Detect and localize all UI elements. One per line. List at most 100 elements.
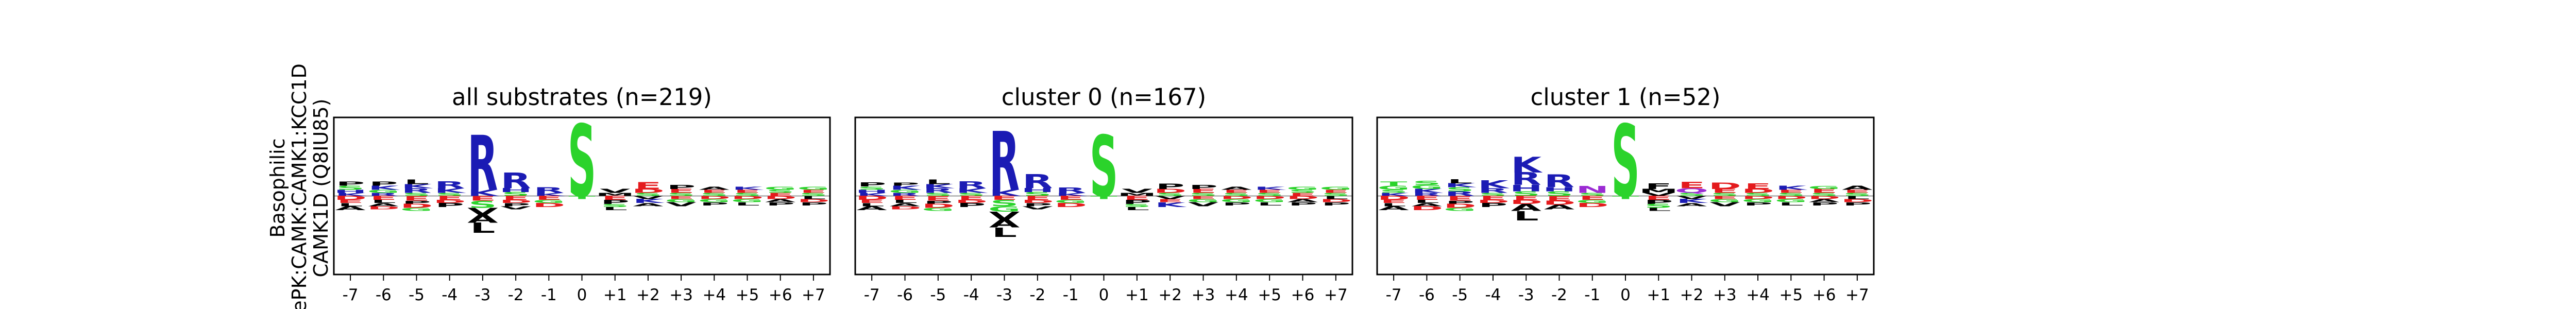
logo-letter-D-pos-m2: D bbox=[1543, 200, 1576, 206]
logo-letter-D-pos-m6: D bbox=[367, 205, 400, 211]
logo-letter-E-pos-p7: E bbox=[1844, 189, 1871, 194]
logo-letter-S-pos-p4: S bbox=[700, 192, 728, 197]
logo-letter-S-pos-m3: S bbox=[1512, 190, 1540, 198]
logo-letter-S-pos-p7: S bbox=[1843, 192, 1871, 197]
logo-letter-L-pos-p5: L bbox=[1778, 201, 1804, 207]
logo-letter-G-pos-m7: G bbox=[1378, 185, 1410, 191]
logo-letter-E-pos-m3: E bbox=[469, 195, 496, 202]
logo-letter-V-pos-p1: V bbox=[1122, 188, 1153, 194]
logo-letter-E-pos-m6: E bbox=[891, 195, 919, 201]
logo-letter-K-pos-p5: K bbox=[732, 185, 764, 191]
logo-letter-P-pos-p3: P bbox=[667, 184, 696, 190]
logo-letter-A-pos-m7: A bbox=[335, 205, 366, 211]
logo-letter-S-pos-p3: S bbox=[1189, 192, 1217, 197]
logo-letter-E-pos-m4: E bbox=[436, 195, 463, 201]
logo-letter-D-pos-p7: D bbox=[1841, 198, 1874, 203]
logo-letter-D-pos-p3: D bbox=[1708, 181, 1741, 191]
logo-letter-S-pos-m2: S bbox=[1023, 191, 1052, 197]
logo-letter-G-pos-p5: G bbox=[731, 198, 764, 203]
logo-letter-H-pos-m3: H bbox=[1510, 183, 1543, 194]
logo-letter-K-pos-m3: K bbox=[989, 188, 1021, 198]
logo-letter-K-pos-m3: K bbox=[467, 188, 499, 198]
logo-letter-D-pos-m6: D bbox=[889, 205, 922, 211]
logo-letter-P-pos-p6: P bbox=[1809, 201, 1838, 207]
logo-letter-L-pos-p1: L bbox=[1646, 207, 1671, 212]
logo-letter-E-pos-m1: E bbox=[1057, 195, 1084, 201]
logo-letter-D-pos-m7: D bbox=[1377, 195, 1410, 201]
x-tick-label-m5: -5 bbox=[409, 286, 425, 304]
logo-letter-S-pos-m7: S bbox=[1379, 189, 1408, 194]
logo-letter-A-pos-m3: A bbox=[989, 218, 1020, 230]
logo-letter-A-pos-p2: A bbox=[1676, 202, 1707, 208]
logo-letter-E-pos-p3: E bbox=[668, 195, 694, 200]
logo-letter-D-pos-m5: D bbox=[922, 203, 955, 209]
logo-letter-H-pos-m2: H bbox=[499, 187, 532, 193]
x-tick-label-m2: -2 bbox=[508, 286, 524, 304]
x-tick-label-m7: -7 bbox=[343, 286, 359, 304]
logo-letter-A-pos-p7: A bbox=[1842, 185, 1873, 191]
x-tick-label-0: 0 bbox=[577, 286, 587, 304]
x-tick-label-p5: +5 bbox=[1258, 286, 1281, 304]
logo-letter-K-pos-p5: K bbox=[1254, 186, 1286, 191]
logo-letter-P-pos-p4: P bbox=[1743, 201, 1772, 207]
logo-letter-L-pos-p1: L bbox=[602, 206, 628, 211]
logo-letter-G-pos-p3: G bbox=[665, 198, 698, 203]
logo-letter-K-pos-m5: K bbox=[923, 183, 955, 190]
logo-letter-S-pos-m5: S bbox=[1446, 186, 1474, 193]
logo-letter-G-pos-m1: G bbox=[533, 199, 565, 204]
logo-letter-A-pos-m6: A bbox=[368, 202, 399, 208]
logo-letter-D-pos-p6: D bbox=[1286, 195, 1319, 200]
logo-letter-L-pos-m7: L bbox=[1381, 202, 1406, 208]
x-tick-label-m6: -6 bbox=[1419, 286, 1435, 304]
logo-letter-V-pos-p3: V bbox=[666, 201, 697, 208]
logo-panel-all-substrates: all substrates (n=219)KHSPDELARGKPELADSR… bbox=[333, 83, 831, 304]
logo-letter-P-pos-m7: P bbox=[336, 181, 365, 187]
logo-letter-T-pos-0: T bbox=[1090, 195, 1117, 200]
logo-letter-E-pos-m1: E bbox=[1579, 195, 1606, 201]
logo-letter-K-pos-m6: K bbox=[368, 185, 401, 191]
logo-letter-S-pos-m4: S bbox=[1479, 192, 1507, 197]
logo-letter-K-pos-m4: K bbox=[434, 187, 467, 195]
logo-letter-L-pos-p7: L bbox=[1323, 195, 1348, 200]
logo-letter-D-pos-p6: D bbox=[1808, 195, 1841, 200]
logo-letter-E-pos-m7: E bbox=[858, 199, 885, 204]
panel-title: cluster 0 (n=167) bbox=[1002, 83, 1207, 111]
logo-letter-S-pos-p3: S bbox=[667, 192, 695, 197]
logo-letter-E-pos-m5: E bbox=[925, 195, 952, 202]
logo-letter-G-pos-m5: G bbox=[400, 207, 433, 212]
x-tick-label-m2: -2 bbox=[1551, 286, 1567, 304]
x-tick-label-m3: -3 bbox=[474, 286, 490, 304]
logo-letter-V-pos-p1: V bbox=[600, 188, 631, 194]
x-tick-label-m4: -4 bbox=[963, 286, 979, 304]
x-tick-label-m4: -4 bbox=[1485, 286, 1501, 304]
logo-letter-K-pos-m1: K bbox=[1055, 192, 1087, 197]
logo-letter-E-pos-p6: E bbox=[1810, 188, 1837, 194]
logo-letter-L-pos-m5: L bbox=[404, 178, 429, 186]
logo-letter-G-pos-m1: G bbox=[1576, 199, 1608, 204]
logo-letter-P-pos-p4: P bbox=[700, 201, 728, 207]
x-tick-label-m7: -7 bbox=[1386, 286, 1402, 304]
logo-letter-A-pos-m7: A bbox=[856, 205, 887, 211]
x-tick-label-p2: +2 bbox=[636, 286, 660, 304]
logo-letter-P-pos-p1: P bbox=[1123, 199, 1151, 205]
logo-letter-L-pos-p5: L bbox=[735, 201, 760, 207]
logo-letter-H-pos-m7: H bbox=[855, 189, 888, 194]
logo-letter-P-pos-m2: P bbox=[501, 202, 530, 208]
logo-letter-L-pos-m7: L bbox=[859, 202, 885, 208]
logo-letter-S-pos-m2: S bbox=[1545, 190, 1573, 198]
logo-letter-L-pos-m6: L bbox=[892, 199, 918, 204]
logo-letter-E-pos-p3: E bbox=[1711, 188, 1738, 194]
logo-letter-S-pos-p6: S bbox=[1289, 189, 1317, 194]
logo-letter-L-pos-p5: L bbox=[1257, 201, 1282, 207]
x-tick-label-p1: +1 bbox=[603, 286, 627, 304]
logo-letter-S-pos-p1: S bbox=[1645, 203, 1673, 209]
logo-letter-E-pos-p6: E bbox=[767, 192, 794, 197]
logo-letter-E-pos-p3: E bbox=[668, 188, 694, 194]
logo-letter-V-pos-m2: V bbox=[1022, 205, 1053, 211]
logo-letter-R-pos-m2: R bbox=[501, 168, 531, 194]
logo-letter-D-pos-m5: D bbox=[1444, 203, 1477, 209]
logo-letter-L-pos-m7: L bbox=[338, 202, 363, 208]
logo-letter-G-pos-p6: G bbox=[1286, 186, 1319, 191]
logo-letter-K-pos-m1: K bbox=[534, 192, 566, 197]
